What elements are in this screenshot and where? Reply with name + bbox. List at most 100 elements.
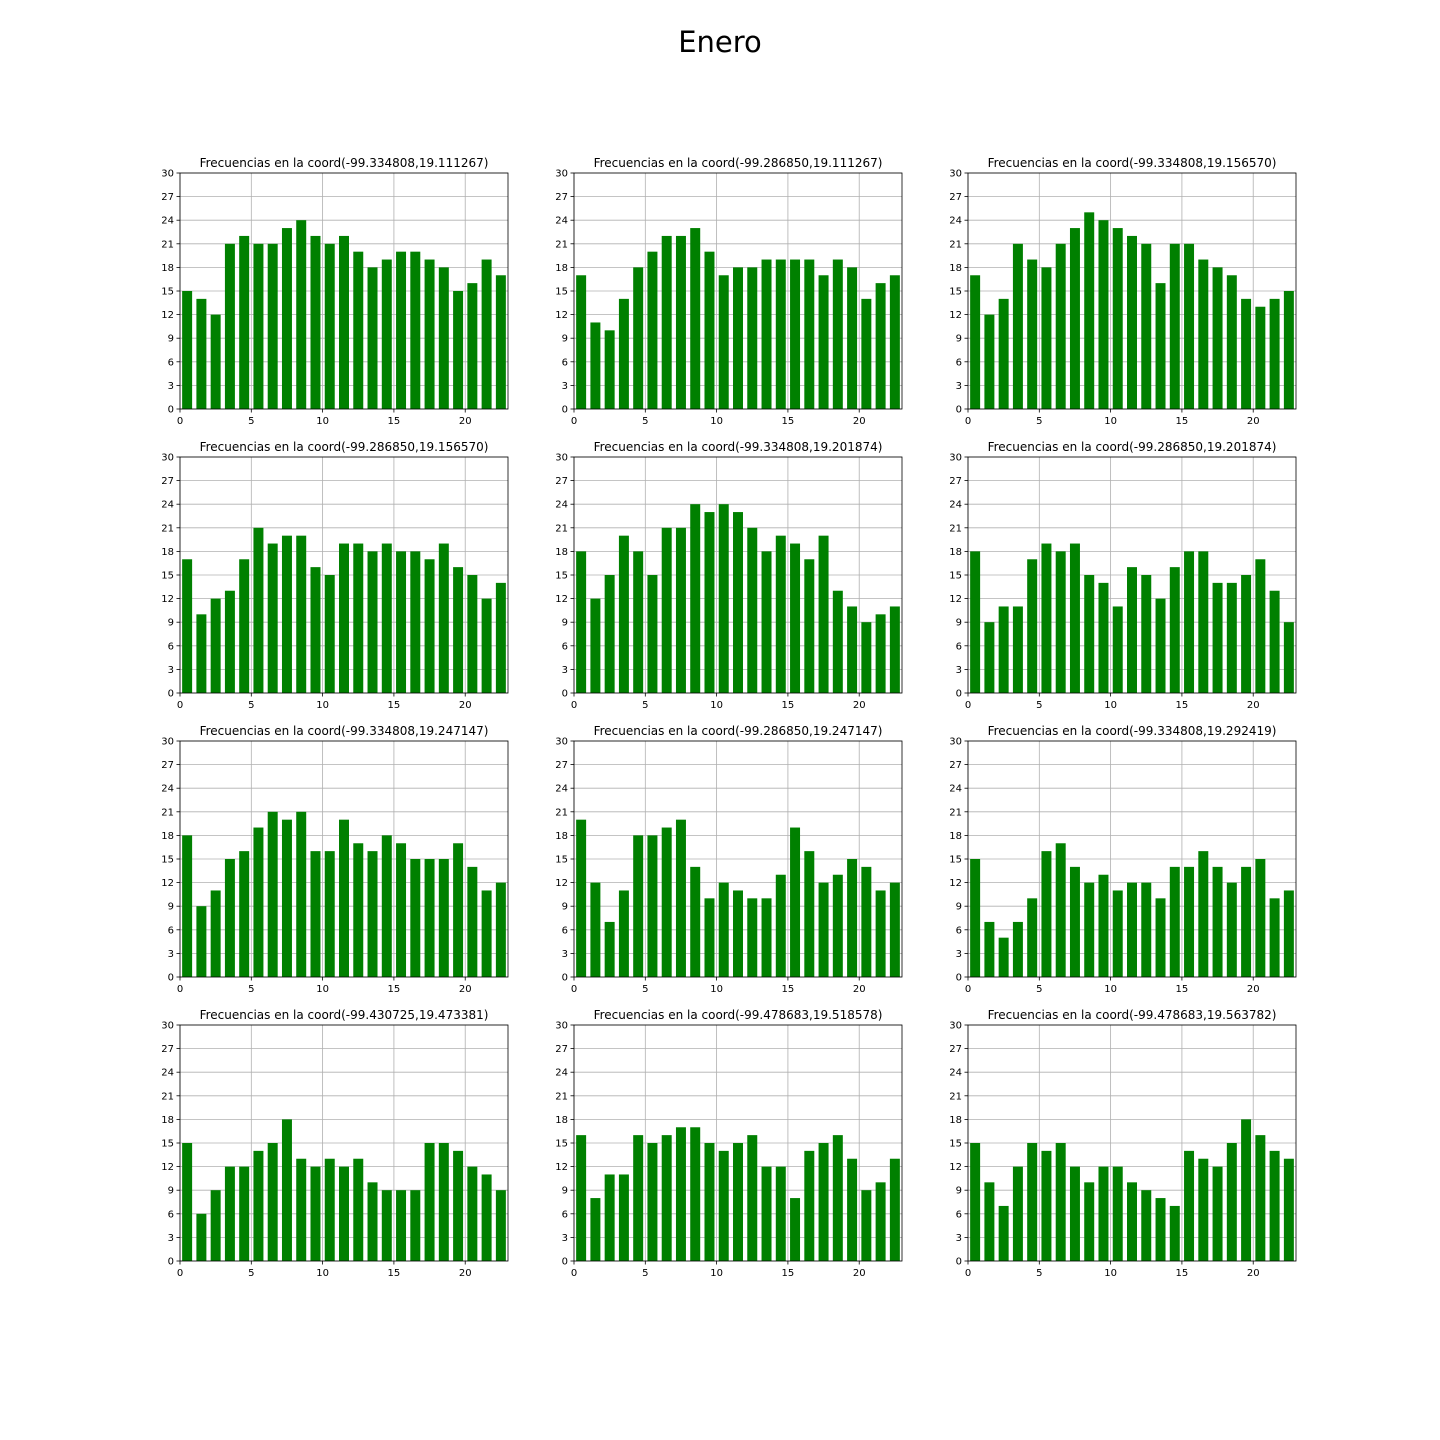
- bar: [1069, 543, 1080, 693]
- y-tick-label: 24: [555, 216, 568, 227]
- bar: [381, 1190, 392, 1261]
- subplot-title: Frecuencias en la coord(-99.334808,19.11…: [200, 156, 489, 170]
- bar: [1226, 275, 1237, 409]
- bar: [775, 1166, 786, 1261]
- bar: [1184, 243, 1195, 409]
- bar: [804, 1150, 815, 1261]
- bar: [1184, 551, 1195, 693]
- bar: [790, 259, 801, 409]
- bar: [818, 882, 829, 977]
- bar: [1269, 298, 1280, 409]
- bar: [182, 291, 193, 409]
- bar: [984, 622, 995, 693]
- y-tick-label: 30: [949, 737, 962, 748]
- y-tick-label: 3: [168, 1233, 174, 1244]
- bar: [604, 575, 615, 693]
- bar: [453, 567, 464, 693]
- bar: [1184, 866, 1195, 977]
- bar: [267, 1143, 278, 1261]
- bar: [718, 504, 729, 693]
- bar: [381, 259, 392, 409]
- bar: [281, 1119, 292, 1261]
- bar: [832, 590, 843, 693]
- bar: [495, 582, 506, 693]
- bar: [889, 275, 900, 409]
- y-tick-label: 21: [555, 239, 568, 250]
- y-tick-label: 15: [949, 855, 962, 866]
- subplot-2: 0 3 6 9 12 15 18 21 24 27 30 0 5 10 15 20 Frecuencias en…: [555, 156, 903, 427]
- bar: [832, 874, 843, 977]
- y-tick-label: 9: [168, 902, 174, 913]
- bar: [224, 1166, 235, 1261]
- subplot-title: Frecuencias en la coord(-99.334808,19.24…: [200, 724, 489, 738]
- bar: [296, 811, 307, 977]
- bar: [675, 819, 686, 977]
- bar: [576, 1135, 587, 1261]
- x-tick-label: 0: [965, 700, 971, 711]
- y-tick-label: 9: [562, 334, 568, 345]
- bar: [1155, 598, 1166, 693]
- y-tick-label: 18: [949, 831, 962, 842]
- bar: [1084, 575, 1095, 693]
- y-tick-label: 15: [161, 287, 174, 298]
- bar: [1241, 866, 1252, 977]
- bar: [281, 535, 292, 693]
- bar: [1255, 559, 1266, 693]
- y-tick-label: 3: [956, 949, 962, 960]
- y-tick-label: 15: [949, 1139, 962, 1150]
- x-tick-label: 5: [642, 984, 648, 995]
- y-tick-label: 18: [555, 547, 568, 558]
- bar: [1012, 1166, 1023, 1261]
- bar: [210, 1190, 221, 1261]
- x-tick-label: 15: [782, 1268, 795, 1279]
- y-tick-label: 24: [949, 500, 962, 511]
- bar: [424, 559, 435, 693]
- y-tick-label: 3: [562, 381, 568, 392]
- bar: [618, 1174, 629, 1261]
- bar: [410, 251, 421, 409]
- bar: [1241, 575, 1252, 693]
- bar: [804, 851, 815, 977]
- bar: [661, 827, 672, 977]
- x-tick-label: 0: [177, 700, 183, 711]
- bar: [647, 1143, 658, 1261]
- y-tick-label: 6: [562, 925, 568, 936]
- bar: [1212, 267, 1223, 409]
- bar: [576, 819, 587, 977]
- bar: [804, 559, 815, 693]
- bar: [224, 859, 235, 977]
- bar: [424, 859, 435, 977]
- bar: [818, 535, 829, 693]
- bar: [1226, 882, 1237, 977]
- y-tick-label: 9: [956, 1186, 962, 1197]
- x-tick-label: 10: [710, 984, 723, 995]
- x-tick-label: 15: [782, 416, 795, 427]
- y-tick-label: 0: [562, 689, 568, 700]
- bar: [998, 606, 1009, 693]
- bar: [339, 819, 349, 977]
- bar: [675, 1127, 686, 1261]
- bar: [1198, 851, 1209, 977]
- y-tick-label: 3: [956, 1233, 962, 1244]
- x-tick-label: 0: [965, 984, 971, 995]
- subplot-4: 0 3 6 9 12 15 18 21 24 27 30 0 5 10 15 20 Frecuencias en…: [161, 440, 509, 711]
- bar: [324, 575, 335, 693]
- bar: [210, 890, 221, 977]
- y-tick-label: 12: [949, 1162, 962, 1173]
- bar: [690, 1127, 701, 1261]
- y-tick-label: 9: [956, 618, 962, 629]
- y-tick-label: 21: [949, 807, 962, 818]
- x-tick-label: 10: [710, 416, 723, 427]
- bar: [1041, 543, 1052, 693]
- y-tick-label: 15: [555, 571, 568, 582]
- x-tick-label: 5: [642, 1268, 648, 1279]
- y-tick-label: 27: [555, 1044, 568, 1055]
- bar: [675, 527, 686, 693]
- bar: [438, 1143, 449, 1261]
- bar: [675, 235, 686, 409]
- y-tick-label: 9: [956, 334, 962, 345]
- bar: [804, 259, 815, 409]
- bar: [367, 267, 378, 409]
- bar: [1198, 259, 1209, 409]
- bar: [984, 314, 995, 409]
